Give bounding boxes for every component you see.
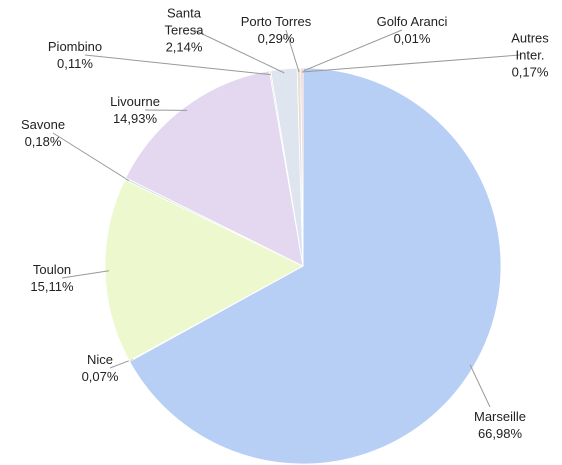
pie-slice xyxy=(129,67,502,465)
category-label: Marseille xyxy=(473,409,526,424)
slice-label: Santa Teresa 2,14% xyxy=(154,5,214,56)
category-label: Savone xyxy=(20,117,66,132)
category-label: Livourne xyxy=(110,94,160,109)
leader-line xyxy=(193,29,285,74)
value-label: 0,11% xyxy=(57,56,93,71)
slice-label: Piombino 0,11% xyxy=(30,38,120,72)
category-label: Santa Teresa xyxy=(164,5,204,38)
category-label: Autres Inter. xyxy=(511,30,549,63)
slice-label: Savone 0,18% xyxy=(0,116,88,150)
category-label: Porto Torres xyxy=(240,14,312,29)
slice-label: Toulon 15,11% xyxy=(7,261,97,295)
leader-line xyxy=(52,132,130,181)
slice-label: Nice 0,07% xyxy=(55,351,145,385)
value-label: 66,98% xyxy=(477,426,523,441)
leader-line xyxy=(301,54,521,73)
category-label: Piombino xyxy=(47,39,103,54)
leader-line xyxy=(469,364,491,408)
value-label: 15,11% xyxy=(30,279,74,294)
value-label: 2,14% xyxy=(165,39,203,55)
value-label: 14,93% xyxy=(112,111,158,126)
category-label: Golfo Aranci xyxy=(376,14,448,29)
value-label: 0,17% xyxy=(511,64,549,80)
value-label: 0,29% xyxy=(257,31,295,46)
slice-label: Porto Torres 0,29% xyxy=(221,13,331,47)
slice-label: Marseille 66,98% xyxy=(455,408,545,442)
pie-slice xyxy=(104,179,304,362)
value-label: 0,07% xyxy=(81,369,119,384)
pie-slice xyxy=(300,67,304,267)
leader-line xyxy=(285,29,300,73)
leader-line xyxy=(300,29,403,73)
value-label: 0,01% xyxy=(393,31,431,46)
leader-line xyxy=(84,54,271,76)
value-label: 0,18% xyxy=(24,134,62,149)
pie-slice xyxy=(125,70,304,267)
slice-label: Autres Inter. 0,17% xyxy=(503,30,558,81)
leader-line xyxy=(61,270,110,279)
slice-label: Livourne 14,93% xyxy=(90,93,180,127)
slice-label: Golfo Aranci 0,01% xyxy=(357,13,467,47)
category-label: Toulon xyxy=(32,262,72,277)
category-label: Nice xyxy=(86,352,113,367)
